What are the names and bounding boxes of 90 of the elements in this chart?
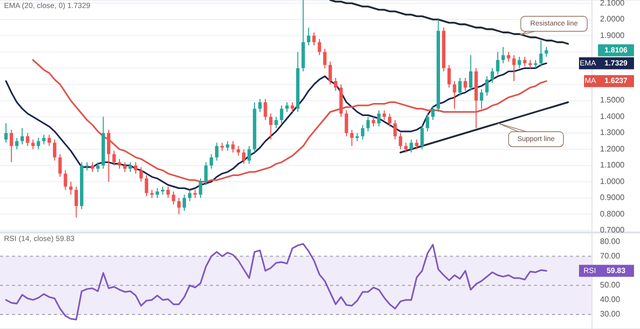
candlestick — [112, 150, 116, 166]
candlestick — [166, 186, 170, 198]
candlestick — [226, 140, 230, 152]
candlestick — [139, 166, 143, 182]
candlestick — [74, 186, 78, 218]
y-tick-label: 1.9000 — [600, 30, 626, 40]
y-tick-label: 40.00 — [600, 295, 621, 304]
candlestick — [269, 113, 272, 140]
candlestick — [501, 46, 505, 64]
candlestick — [544, 46, 548, 58]
candlestick — [388, 113, 392, 128]
candlestick — [106, 129, 110, 182]
candlestick — [414, 139, 418, 150]
candlestick — [328, 61, 332, 85]
candlestick — [204, 162, 208, 186]
candlestick — [334, 77, 338, 92]
candlestick — [52, 139, 56, 162]
y-tick-label: 2.0000 — [600, 14, 626, 24]
candlestick — [393, 120, 397, 140]
candlestick — [118, 158, 122, 170]
y-tick-label: 1.3000 — [600, 128, 626, 138]
candlestick — [523, 56, 526, 68]
candlestick — [210, 154, 214, 170]
candlestick — [182, 194, 186, 212]
candlestick — [15, 137, 19, 150]
line-series — [5, 243, 548, 320]
line-series — [329, 0, 569, 45]
y-tick-label: 80.00 — [600, 236, 621, 246]
candlestick — [404, 142, 408, 154]
y-tick-label: 30.00 — [600, 310, 621, 319]
candlestick — [318, 38, 322, 56]
candlestick — [188, 189, 192, 202]
candlestick — [496, 51, 500, 76]
y-tick-label: 50.00 — [600, 280, 621, 290]
candlestick — [372, 116, 376, 128]
candlestick — [134, 162, 138, 174]
candlestick — [280, 104, 284, 124]
candlestick — [377, 110, 381, 128]
candlestick — [469, 54, 472, 92]
candlestick — [123, 162, 127, 172]
candlestick — [48, 134, 51, 147]
candlestick — [42, 134, 46, 145]
candlestick — [506, 51, 510, 62]
y-tick-label: 1.2000 — [600, 144, 626, 154]
candlestick — [96, 162, 100, 172]
candlestick — [431, 104, 435, 121]
y-tick-label: 2.1000 — [600, 0, 626, 8]
candlestick — [464, 77, 468, 92]
y-tick-label: 0.9000 — [600, 193, 626, 202]
y-tick-label: 0.7000 — [600, 225, 626, 234]
candlestick — [382, 110, 386, 121]
candlestick — [247, 146, 251, 164]
candlestick — [323, 48, 327, 69]
candlestick — [64, 170, 68, 190]
candlestick — [264, 98, 268, 121]
candlestick — [485, 76, 489, 96]
candlestick — [518, 56, 522, 69]
candlestick — [344, 110, 348, 137]
candlestick — [410, 139, 413, 154]
candlestick — [177, 197, 181, 215]
candlestick — [215, 142, 218, 162]
candlestick — [20, 128, 24, 145]
y-tick-label: 70.00 — [600, 251, 621, 260]
candlestick — [490, 68, 494, 84]
y-tick-label: 1.5000 — [600, 96, 626, 105]
candlestick — [128, 162, 132, 172]
candlestick — [366, 116, 370, 132]
candlestick — [236, 146, 240, 156]
candlestick — [231, 140, 235, 154]
y-tick-label: 0.8000 — [600, 209, 626, 218]
candlestick — [447, 64, 451, 88]
candlestick — [26, 132, 30, 147]
candlestick — [36, 137, 40, 150]
candlestick — [69, 181, 73, 196]
candlestick — [274, 116, 278, 129]
candlestick — [156, 188, 160, 198]
candlestick — [85, 162, 89, 171]
candlestick — [306, 27, 310, 46]
candlestick — [350, 129, 354, 147]
candlestick — [360, 124, 364, 140]
candlestick — [458, 77, 462, 96]
candlestick — [539, 40, 543, 68]
candlestick — [290, 102, 294, 112]
candlestick — [242, 148, 246, 164]
y-tick-label: 1.1000 — [600, 160, 626, 170]
line-series — [400, 101, 569, 154]
y-tick-label: 1.0000 — [600, 176, 626, 186]
y-tick-label: 1.4000 — [600, 112, 626, 121]
candlestick — [10, 129, 14, 163]
candlestick — [420, 124, 424, 150]
